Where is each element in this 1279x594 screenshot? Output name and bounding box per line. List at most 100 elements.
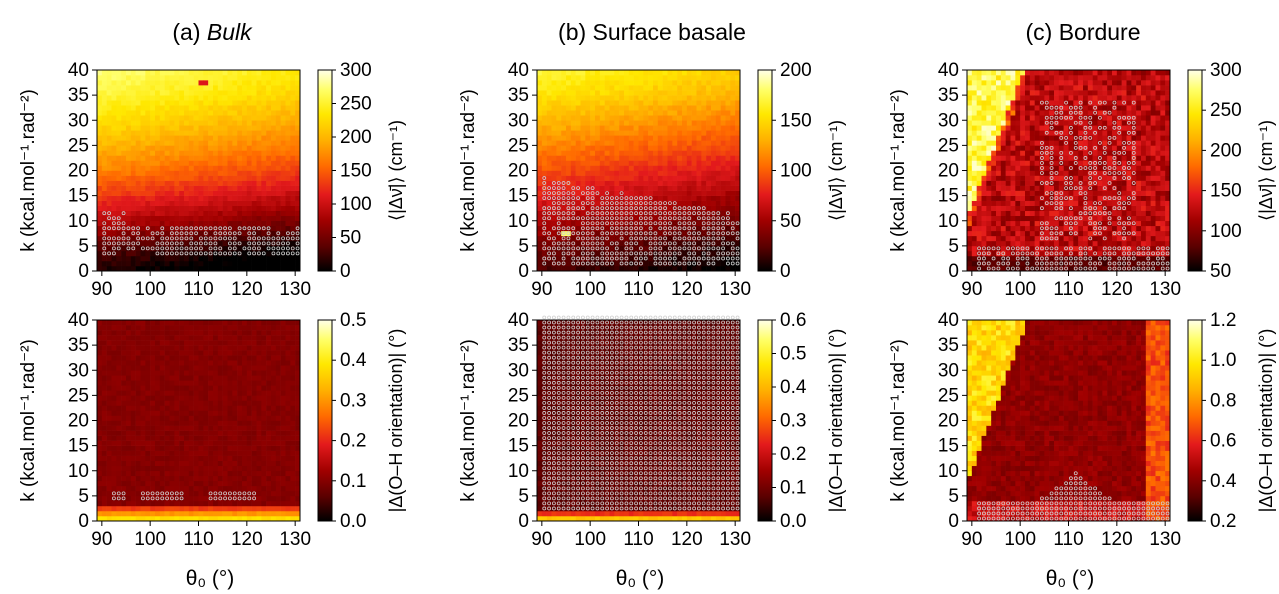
heatmap-cell — [193, 100, 199, 106]
heatmap-cell — [271, 215, 277, 222]
heatmap-cell — [266, 220, 272, 227]
heatmap-cell — [295, 255, 301, 262]
marker-point — [136, 226, 140, 231]
heatmap-cell — [198, 125, 204, 131]
heatmap-cell — [667, 70, 673, 76]
heatmap-cell — [184, 125, 190, 131]
heatmap-cell — [208, 155, 214, 161]
heatmap-cell — [1054, 145, 1060, 151]
heatmap-cell — [599, 70, 605, 76]
marker-point — [706, 231, 711, 236]
marker-point — [561, 201, 566, 206]
heatmap-cell — [237, 165, 243, 171]
heatmap-cell — [628, 230, 634, 237]
marker-point — [552, 251, 556, 256]
heatmap-cell — [967, 260, 973, 267]
heatmap-cell — [546, 95, 552, 101]
heatmap-cell — [135, 260, 141, 267]
heatmap-cell — [1029, 130, 1035, 136]
heatmap-cell — [246, 165, 252, 171]
heatmap-cell — [609, 240, 615, 247]
heatmap-cell — [566, 125, 572, 131]
marker-point — [571, 246, 576, 251]
heatmap-cell — [237, 85, 243, 91]
heatmap-cell — [295, 200, 301, 206]
heatmap-cell — [686, 265, 692, 272]
heatmap-cell — [1000, 185, 1006, 191]
heatmap-cell — [590, 240, 596, 247]
heatmap-cell — [561, 160, 567, 166]
heatmap-cell — [295, 265, 301, 272]
heatmap-cell — [246, 135, 252, 141]
heatmap-cell — [198, 130, 204, 136]
heatmap-cell — [237, 135, 243, 141]
marker-point — [566, 181, 571, 185]
heatmap-cell — [135, 80, 141, 86]
heatmap-cell — [633, 155, 639, 161]
heatmap-cell — [1025, 155, 1031, 161]
heatmap-cell — [227, 175, 233, 181]
heatmap-cell — [725, 185, 731, 191]
heatmap-cell — [691, 130, 697, 136]
heatmap-cell — [1063, 145, 1069, 151]
heatmap-cell — [691, 165, 697, 171]
heatmap-cell — [1039, 215, 1045, 222]
heatmap-cell — [667, 255, 673, 262]
heatmap-cell — [203, 175, 209, 181]
marker-point — [619, 226, 624, 231]
heatmap-cell — [1025, 120, 1031, 126]
heatmap-cell — [701, 185, 707, 191]
heatmap-cell — [140, 80, 146, 86]
heatmap-cell — [246, 240, 252, 247]
y-tick-label: 0 — [78, 261, 89, 282]
heatmap-cell — [619, 70, 625, 76]
heatmap-cell — [111, 255, 117, 262]
heatmap-cell — [155, 100, 161, 106]
heatmap-cell — [604, 185, 610, 191]
heatmap-cell — [188, 145, 194, 151]
heatmap-cell — [556, 240, 562, 247]
heatmap-cell — [246, 160, 252, 166]
heatmap-cell — [246, 185, 252, 191]
marker-point — [561, 231, 566, 236]
heatmap-cell — [604, 80, 610, 86]
marker-point — [726, 221, 730, 226]
heatmap-cell — [184, 105, 190, 111]
heatmap-cell — [614, 235, 620, 242]
heatmap-cell — [682, 125, 688, 131]
marker-point — [706, 216, 711, 221]
heatmap-cell — [981, 75, 987, 81]
heatmap-cell — [1015, 225, 1021, 232]
heatmap-cell — [686, 245, 692, 252]
heatmap-cell — [648, 195, 654, 201]
heatmap-cell — [1010, 105, 1016, 111]
marker-point — [561, 246, 566, 251]
marker-point — [692, 261, 696, 266]
heatmap-cell — [295, 145, 301, 151]
heatmap-cell — [232, 145, 238, 151]
heatmap-cell — [599, 90, 605, 96]
heatmap-cell — [232, 160, 238, 166]
heatmap-cell — [256, 70, 262, 76]
heatmap-cell — [193, 160, 199, 166]
heatmap-cell — [711, 90, 717, 96]
marker-point — [605, 201, 609, 206]
heatmap-cell — [619, 90, 625, 96]
marker-point — [639, 206, 643, 211]
heatmap-cell — [174, 150, 180, 156]
heatmap-cell — [595, 265, 601, 272]
heatmap-cell — [246, 105, 252, 111]
heatmap-cell — [295, 195, 301, 201]
heatmap-cell — [242, 140, 248, 146]
heatmap-cell — [1063, 200, 1069, 206]
heatmap-cell — [561, 75, 567, 81]
marker-point — [658, 221, 663, 226]
heatmap-cell — [222, 230, 228, 237]
heatmap-cell — [609, 90, 615, 96]
heatmap-cell — [590, 195, 596, 201]
heatmap-cell — [1029, 260, 1035, 267]
heatmap-cell — [971, 260, 977, 267]
heatmap-cell — [159, 155, 165, 161]
heatmap-cell — [251, 265, 257, 272]
heatmap-cell — [280, 185, 286, 191]
